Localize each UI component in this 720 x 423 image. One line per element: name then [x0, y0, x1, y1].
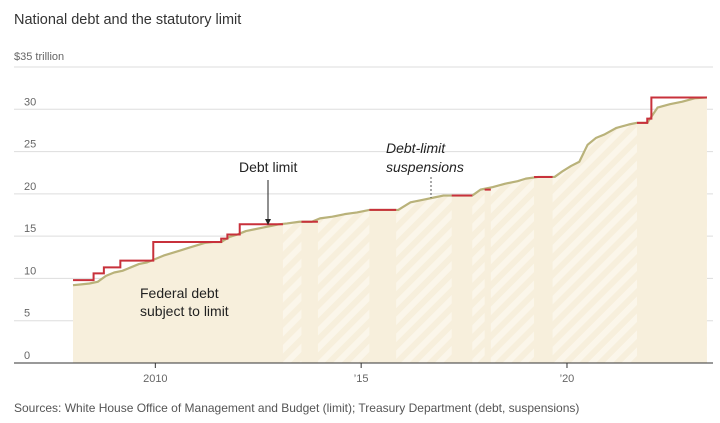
x-tick-label-2010: 2010 [143, 373, 167, 385]
federal-debt-annotation-line1: Federal debt [140, 285, 219, 301]
x-tick-label-2020: ’20 [560, 373, 575, 385]
chart-title: National debt and the statutory limit [14, 12, 242, 28]
debt-limit-segment-6 [636, 96, 707, 124]
source-note: Sources: White House Office of Managemen… [14, 401, 580, 415]
y-tick-label-15: 15 [24, 223, 36, 235]
debt-limit-arrowhead [265, 219, 271, 225]
debt-series-line [72, 96, 708, 287]
axes: 0 5 10 15 20 25 30 2010 ’15 ’20 [14, 96, 713, 385]
debt-area [73, 97, 707, 363]
series-lines [72, 96, 708, 287]
y-tick-label-0: 0 [24, 350, 30, 362]
debt-limit-annotation: Debt limit [239, 159, 297, 175]
y-tick-label-5: 5 [24, 308, 30, 320]
annotations: Debt limit Debt-limit suspensions Federa… [140, 140, 464, 319]
x-tick-label-2015: ’15 [354, 373, 369, 385]
debt-limit-segment-0 [73, 223, 283, 282]
federal-debt-annotation-line2: subject to limit [140, 303, 229, 319]
y-tick-label-20: 20 [24, 181, 36, 193]
y-tick-label-10: 10 [24, 265, 36, 277]
suspensions-annotation-line2: suspensions [386, 159, 464, 175]
suspensions-annotation-line1: Debt-limit [386, 140, 446, 156]
y-tick-label-30: 30 [24, 96, 36, 108]
y-tick-label-25: 25 [24, 139, 36, 151]
debt-area-solid [73, 97, 707, 363]
y-axis-unit-label: $35 trillion [14, 51, 65, 63]
